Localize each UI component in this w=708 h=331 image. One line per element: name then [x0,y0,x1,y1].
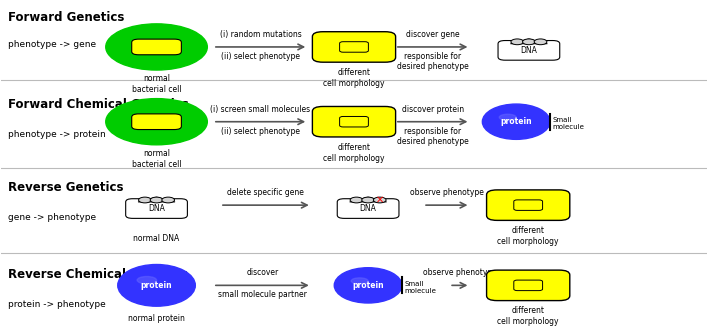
Text: different
cell morphology: different cell morphology [498,306,559,326]
Text: Reverse Chemical Genetics: Reverse Chemical Genetics [8,268,188,281]
Circle shape [523,39,535,45]
Circle shape [362,197,375,203]
Circle shape [511,39,524,45]
Text: responsible for
desired phenotype: responsible for desired phenotype [396,126,469,146]
FancyBboxPatch shape [514,280,542,291]
Text: molecule: molecule [553,124,585,130]
FancyBboxPatch shape [132,39,181,55]
Text: DNA: DNA [520,46,537,55]
Text: (ii) select phenotype: (ii) select phenotype [221,126,300,135]
Text: different
cell morphology: different cell morphology [498,226,559,246]
Ellipse shape [482,104,550,139]
Text: Small: Small [405,281,424,287]
Ellipse shape [137,276,156,284]
FancyBboxPatch shape [312,32,396,62]
Text: phenotype -> protein: phenotype -> protein [8,130,106,139]
Ellipse shape [499,114,516,120]
FancyBboxPatch shape [498,40,560,60]
Text: molecule: molecule [405,288,437,294]
Text: (i) screen small molecules: (i) screen small molecules [210,105,311,114]
Circle shape [150,197,163,203]
Circle shape [139,197,152,203]
Text: normal
bacterial cell: normal bacterial cell [132,149,181,169]
Text: protein: protein [501,117,532,126]
Text: protein: protein [353,281,384,290]
Text: discover: discover [246,268,278,277]
Text: normal
bacterial cell: normal bacterial cell [132,74,181,94]
FancyBboxPatch shape [126,199,188,218]
Ellipse shape [105,99,207,145]
Ellipse shape [118,264,195,306]
Circle shape [162,197,174,203]
Text: observe phenotype: observe phenotype [423,268,497,277]
Circle shape [373,197,386,203]
Circle shape [534,39,547,45]
FancyBboxPatch shape [132,114,181,129]
Text: normal protein: normal protein [128,314,185,323]
Text: normal DNA: normal DNA [133,234,180,243]
Text: Forward Genetics: Forward Genetics [8,11,125,24]
Text: DNA: DNA [148,204,165,213]
FancyBboxPatch shape [340,117,368,127]
Text: different
cell morphology: different cell morphology [324,68,384,88]
FancyBboxPatch shape [514,200,542,211]
Text: discover protein: discover protein [401,105,464,114]
Text: DNA: DNA [360,204,377,213]
Text: responsible for
desired phenotype: responsible for desired phenotype [396,52,469,71]
FancyBboxPatch shape [340,42,368,52]
FancyBboxPatch shape [312,107,396,137]
Polygon shape [350,197,387,202]
Text: Small: Small [553,117,572,123]
FancyBboxPatch shape [486,270,570,301]
Polygon shape [138,197,175,202]
Text: discover gene: discover gene [406,30,459,39]
Text: gene -> phenotype: gene -> phenotype [8,213,96,222]
Text: observe phenotype: observe phenotype [410,188,484,197]
Text: Reverse Genetics: Reverse Genetics [8,181,124,194]
Ellipse shape [351,278,368,284]
FancyBboxPatch shape [337,199,399,218]
Text: (ii) select phenotype: (ii) select phenotype [221,52,300,61]
FancyBboxPatch shape [486,190,570,220]
Text: delete specific gene: delete specific gene [227,188,304,197]
Ellipse shape [334,268,402,303]
Text: Forward Chemical Genetics: Forward Chemical Genetics [8,98,189,111]
Polygon shape [510,39,547,44]
Text: (i) random mutations: (i) random mutations [219,30,302,39]
Text: small molecule partner: small molecule partner [218,290,307,299]
Ellipse shape [105,24,207,70]
Text: protein: protein [141,281,172,290]
Text: ✕: ✕ [376,195,384,205]
Circle shape [350,197,362,203]
Text: protein -> phenotype: protein -> phenotype [8,300,106,309]
Text: phenotype -> gene: phenotype -> gene [8,40,96,49]
Text: different
cell morphology: different cell morphology [324,143,384,163]
